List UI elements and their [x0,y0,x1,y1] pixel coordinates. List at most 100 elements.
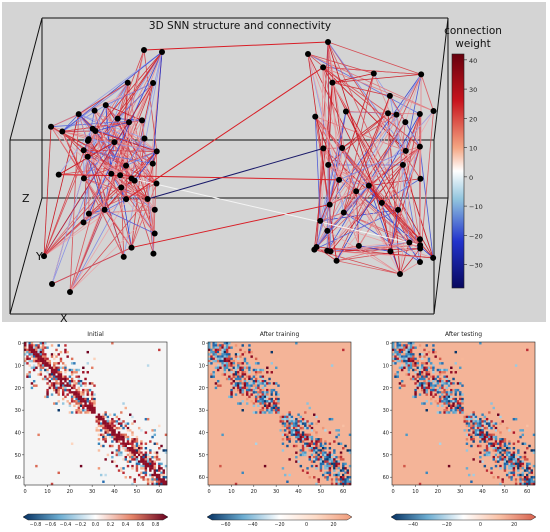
connection-edge [420,74,434,112]
heatmap-cell [476,424,480,428]
heatmap-cell [485,444,489,448]
heatmap-cell [275,400,278,403]
heatmap-cell [133,458,136,461]
heatmap-cell [324,455,327,459]
heatmap-cell [153,429,157,432]
heatmap-cell [44,355,47,358]
connection-edge [390,209,399,252]
connection-edge [92,128,135,181]
heatmap-cell [133,478,136,481]
heatmap-cell [146,455,150,459]
neuron-node [153,180,160,187]
heatmap-cell [288,424,291,428]
heatmap-cell [257,395,260,399]
heatmap-cell [421,382,424,385]
heatmap-cell [503,435,507,439]
heatmap-cell [483,440,487,443]
heatmap-cell [144,478,148,481]
heatmap-cell [465,442,469,445]
heatmap-cell [281,433,285,437]
heatmap-cell [239,348,242,352]
heatmap-cell [333,451,336,454]
heatmap-cell [512,431,516,434]
heatmap-cell [162,482,165,486]
heatmap-cell [405,346,408,349]
heatmap-cell [120,420,123,423]
heatmap-cell [454,391,457,394]
heatmap-cell [450,409,453,412]
heatmap-cell [135,464,139,468]
heatmap-cell [292,420,296,423]
connection-edge [83,149,153,164]
heatmap-cell [275,402,278,405]
heatmap-cell [297,433,300,437]
heatmap-cell [111,435,114,439]
heatmap-cell [68,388,72,392]
heatmap-cell [286,480,289,483]
heatmap-cell [423,366,426,370]
heatmap-cell [263,411,267,414]
heatmap-cell [153,451,157,454]
heatmap-cell [400,384,404,387]
heatmap-cell [126,442,130,445]
heatmap-cell [237,362,240,365]
heatmap-cell [425,393,428,396]
heatmap-cell [151,482,154,486]
heatmap-cell [328,447,332,450]
heatmap-cell [44,375,47,378]
heatmap-cell [532,476,536,479]
heatmap-cell [412,377,415,381]
heatmap-cell [288,440,291,443]
heatmap-cell [492,435,495,439]
neuron-node [378,199,385,206]
heatmap-cell [423,368,426,372]
heatmap-cell [117,451,121,454]
heatmap-cell [532,482,536,486]
heatmap-cell [225,342,229,345]
heatmap-cell [447,400,451,403]
heatmap-cell [438,442,442,445]
heatmap-cell [505,460,509,463]
heatmap-cell [48,386,52,390]
heatmap-cell [82,391,85,394]
connection-edges [43,41,434,293]
heatmap-cell [46,346,49,349]
heatmap-cell [111,424,114,428]
heatmap-cell [454,400,457,403]
heatmap-cell [93,406,96,410]
heatmap-cell [512,458,516,461]
heatmap-cell [523,442,527,445]
heatmap-cell [519,473,522,477]
heatmap-cell [301,449,305,452]
heatmap-cell [210,357,213,361]
heatmap-cell [317,420,320,423]
heatmap-cell [234,368,238,372]
heatmap-cell [275,404,278,407]
heatmap-cell [212,373,215,376]
heatmap-cell [261,404,265,407]
heatmap-cell [288,420,291,423]
heatmap-cell [299,440,303,443]
heatmap-cell [398,348,402,352]
heatmap-cell [140,460,143,463]
inter-module-edge [131,204,330,249]
heatmap-cell [228,357,231,361]
heatmap-cell [342,447,345,450]
heatmap-cell [216,379,220,383]
neuron-node [386,92,393,99]
heatmap-cell [394,350,397,354]
heatmap-cell [414,388,417,392]
colorbar-tick-label: −0.4 [60,522,72,528]
heatmap-cell [57,391,60,394]
heatmap-cell [463,417,466,421]
heatmap-cell [337,478,341,481]
heatmap-cell [403,464,406,468]
heatmap-cell [409,344,413,347]
heatmap-cell [30,386,34,390]
heatmap-cell [321,453,325,457]
neuron-node [417,175,424,182]
heatmap-cell [277,406,280,410]
heatmap-cell [228,364,231,367]
heatmap-cell [122,402,125,405]
heatmap-cell [333,469,336,472]
